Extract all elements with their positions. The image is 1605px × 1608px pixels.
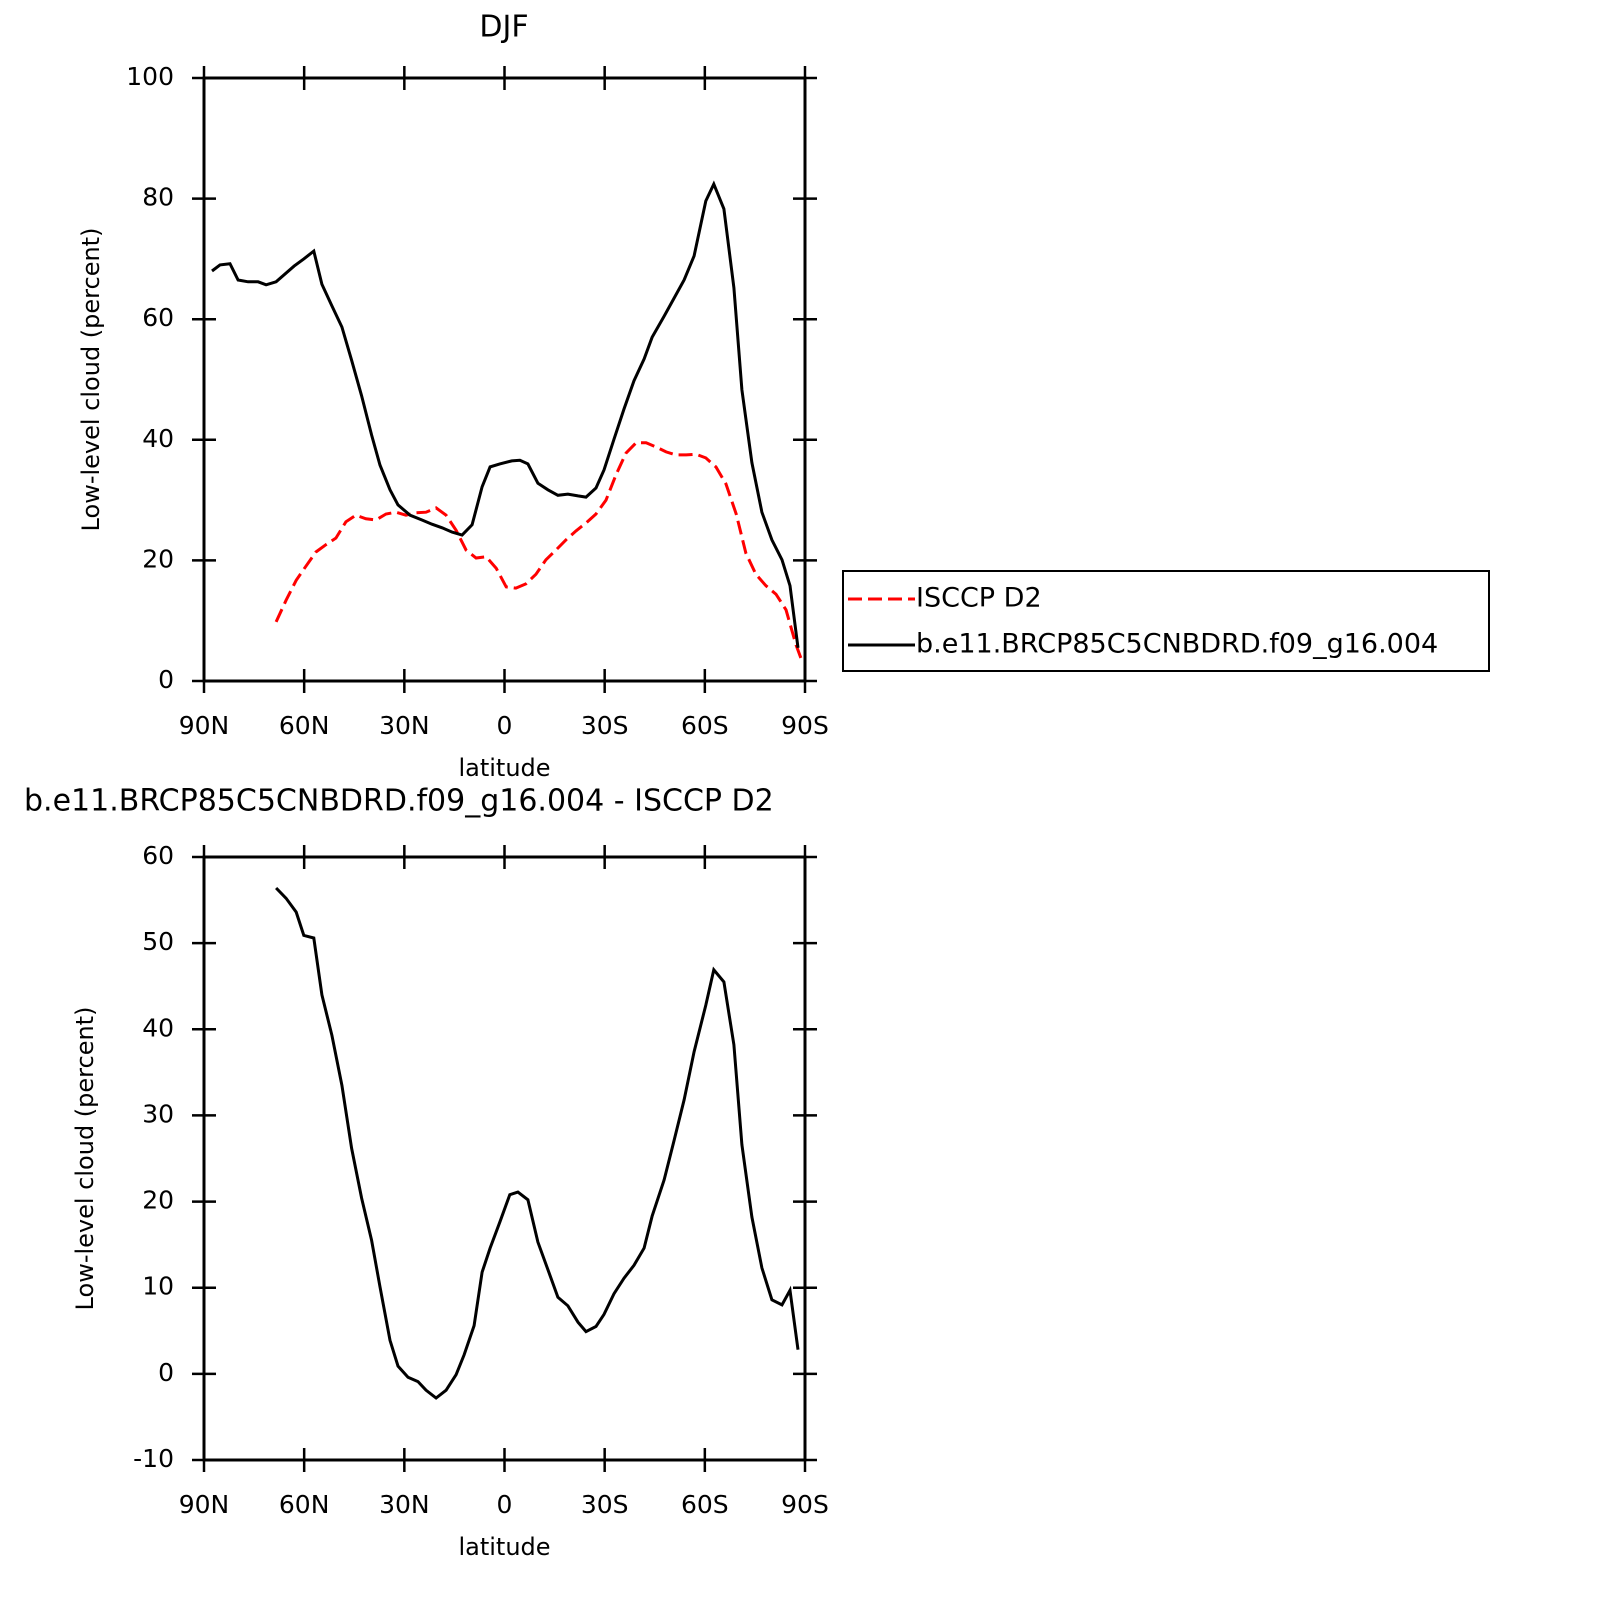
y-tick-label: 40 (142, 424, 174, 453)
x-axis-label: latitude (458, 1533, 550, 1561)
y-tick-label: 100 (126, 62, 174, 91)
y-tick-label: 20 (142, 1186, 174, 1215)
x-tick-label: 30S (581, 1490, 629, 1519)
y-tick-label: 50 (142, 927, 174, 956)
plot-frame (202, 76, 807, 683)
x-tick-label: 60N (279, 711, 330, 740)
x-tick-label: 30N (379, 711, 430, 740)
data-line (211, 180, 800, 648)
y-axis-label: Low-level cloud (percent) (77, 228, 105, 532)
x-tick-label: 60S (681, 1490, 729, 1519)
y-tick-label: 30 (142, 1099, 174, 1128)
x-tick-label: 60N (279, 1490, 330, 1519)
y-tick-label: 60 (142, 303, 174, 332)
y-tick-label: 60 (142, 841, 174, 870)
x-tick-label: 90N (179, 711, 230, 740)
y-tick-label: 0 (158, 1358, 174, 1387)
data-line (274, 441, 804, 662)
x-tick-label: 90S (781, 1490, 829, 1519)
chart-title: DJF (479, 10, 528, 45)
plot-frame (202, 855, 807, 1462)
legend-label: b.e11.BRCP85C5CNBDRD.f09_g16.004 (916, 629, 1438, 660)
x-tick-label: 30S (581, 711, 629, 740)
x-tick-label: 90N (179, 1490, 230, 1519)
legend-box (842, 570, 1490, 672)
y-tick-label: 0 (158, 665, 174, 694)
y-tick-label: 20 (142, 544, 174, 573)
x-axis-label: latitude (458, 754, 550, 782)
chart-title: b.e11.BRCP85C5CNBDRD.f09_g16.004 - ISCCP… (24, 784, 774, 819)
y-tick-label: 10 (142, 1272, 174, 1301)
y-tick-label: 40 (142, 1013, 174, 1042)
x-tick-label: 90S (781, 711, 829, 740)
x-tick-label: 60S (681, 711, 729, 740)
x-tick-label: 0 (497, 711, 513, 740)
y-axis-label: Low-level cloud (percent) (71, 1007, 99, 1311)
x-tick-label: 0 (497, 1490, 513, 1519)
legend-label: ISCCP D2 (916, 583, 1042, 614)
y-tick-label: 80 (142, 183, 174, 212)
data-line (275, 886, 800, 1400)
y-tick-label: -10 (133, 1444, 174, 1473)
x-tick-label: 30N (379, 1490, 430, 1519)
